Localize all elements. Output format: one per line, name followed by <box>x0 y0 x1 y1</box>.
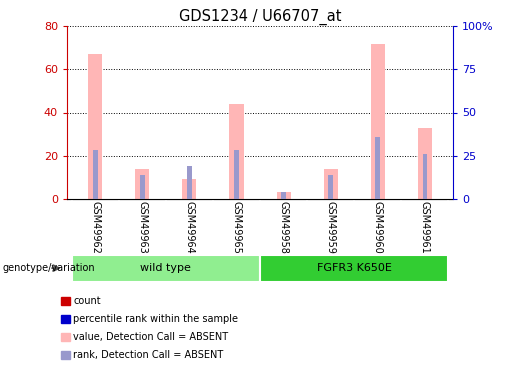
Bar <box>230 104 244 199</box>
Text: count: count <box>73 296 101 306</box>
Bar <box>323 169 338 199</box>
Text: GSM49964: GSM49964 <box>184 201 195 254</box>
Text: GSM49962: GSM49962 <box>90 201 100 254</box>
Bar <box>423 154 427 199</box>
Bar <box>234 150 239 199</box>
Bar <box>418 128 432 199</box>
Text: percentile rank within the sample: percentile rank within the sample <box>73 314 238 324</box>
Bar <box>329 175 333 199</box>
Text: genotype/variation: genotype/variation <box>3 263 95 273</box>
Bar <box>187 166 192 199</box>
Bar <box>88 54 102 199</box>
Bar <box>135 169 149 199</box>
Text: GSM49958: GSM49958 <box>279 201 288 254</box>
Text: GSM49961: GSM49961 <box>420 201 430 254</box>
Bar <box>72 255 260 282</box>
Text: value, Detection Call = ABSENT: value, Detection Call = ABSENT <box>73 332 228 342</box>
Bar <box>93 150 97 199</box>
Text: rank, Detection Call = ABSENT: rank, Detection Call = ABSENT <box>73 350 224 360</box>
Bar <box>375 136 380 199</box>
Title: GDS1234 / U66707_at: GDS1234 / U66707_at <box>179 9 341 25</box>
Text: wild type: wild type <box>141 262 191 273</box>
Text: GSM49960: GSM49960 <box>373 201 383 254</box>
Bar <box>260 255 449 282</box>
Bar <box>277 192 290 199</box>
Bar <box>281 192 286 199</box>
Text: FGFR3 K650E: FGFR3 K650E <box>317 262 392 273</box>
Bar <box>371 44 385 199</box>
Bar <box>140 175 145 199</box>
Bar <box>182 179 197 199</box>
Text: GSM49965: GSM49965 <box>232 201 242 254</box>
Text: GSM49963: GSM49963 <box>138 201 147 254</box>
Text: GSM49959: GSM49959 <box>325 201 336 254</box>
